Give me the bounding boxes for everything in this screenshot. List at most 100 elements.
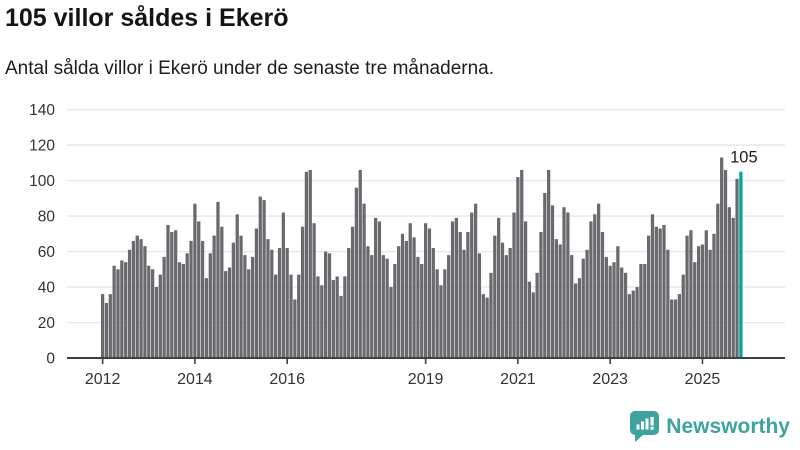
bar [616, 246, 620, 358]
bar [481, 294, 485, 358]
bar [131, 240, 136, 358]
bar [224, 271, 228, 358]
bar [408, 223, 412, 358]
bar [439, 285, 443, 358]
bar [247, 269, 251, 358]
bar [716, 203, 720, 358]
bar [400, 233, 405, 358]
bar [531, 292, 535, 358]
bar [316, 276, 320, 358]
bar [204, 278, 209, 358]
bar [308, 169, 312, 358]
bar [646, 235, 651, 358]
bar [689, 230, 693, 358]
y-axis-tick-label: 120 [29, 138, 55, 155]
bar [300, 226, 305, 358]
bar [462, 249, 466, 358]
bar [735, 178, 739, 358]
bar [143, 246, 147, 358]
y-axis-tick-label: 140 [29, 102, 55, 119]
bar [489, 272, 493, 358]
bar [404, 240, 408, 358]
bar [270, 249, 274, 358]
bar [258, 196, 262, 358]
bar [324, 251, 328, 358]
bar [543, 193, 547, 358]
y-axis-tick-label: 100 [29, 173, 55, 190]
bar [600, 232, 605, 358]
bar [731, 217, 735, 358]
bar [681, 274, 685, 358]
bar [243, 255, 247, 358]
bar [720, 157, 724, 358]
bar [197, 221, 201, 358]
bar [347, 248, 351, 358]
bar [297, 274, 301, 358]
bar [427, 228, 432, 358]
y-axis-tick-label: 80 [38, 209, 56, 226]
bar [550, 205, 555, 358]
bar [285, 248, 289, 358]
bar [185, 253, 189, 358]
bar [162, 256, 166, 358]
bar [627, 294, 632, 358]
bar [193, 203, 197, 358]
bar [450, 221, 455, 358]
bar [281, 212, 285, 358]
bar [573, 283, 578, 358]
bar [147, 265, 151, 358]
bar [700, 244, 705, 358]
newsworthy-icon [630, 411, 660, 442]
bar [670, 299, 674, 358]
bar [727, 207, 731, 358]
bar [666, 249, 670, 358]
bar [547, 169, 551, 358]
bar [658, 228, 662, 358]
bar [458, 232, 462, 358]
bar [585, 249, 589, 358]
y-axis-tick-label: 0 [46, 351, 55, 368]
bar [339, 295, 343, 358]
bar [512, 212, 516, 358]
bar [577, 278, 582, 358]
bar [608, 265, 612, 358]
bar [662, 224, 666, 358]
bar [177, 262, 182, 358]
bar [174, 230, 178, 358]
bar [597, 203, 601, 358]
bar [366, 246, 370, 358]
bar [116, 269, 120, 358]
bar [493, 235, 497, 358]
bar [454, 217, 458, 358]
x-axis-tick-label: 2021 [500, 371, 536, 388]
bar [562, 207, 566, 358]
bar [208, 253, 212, 358]
bar [189, 240, 193, 358]
bar [704, 230, 708, 358]
bar [435, 269, 439, 358]
bar [170, 232, 174, 358]
bar [566, 212, 570, 358]
x-axis-tick-label: 2023 [592, 371, 628, 388]
bar [327, 253, 332, 358]
bar [535, 272, 539, 358]
bar [266, 239, 270, 358]
bar [154, 287, 159, 358]
bar [527, 281, 532, 358]
newsworthy-logo: Newsworthy [630, 411, 790, 442]
bar [631, 290, 635, 358]
bar [358, 169, 362, 358]
bar [447, 255, 451, 358]
bar [581, 258, 585, 358]
chart-subtitle: Antal sålda villor i Ekerö under de sena… [5, 58, 494, 79]
x-axis-tick-label: 2019 [408, 371, 444, 388]
bar [304, 171, 309, 358]
x-axis-tick-label: 2012 [85, 371, 121, 388]
bar [604, 256, 608, 358]
bar [124, 262, 128, 358]
bar [139, 239, 143, 358]
bar [108, 294, 112, 358]
bar [354, 187, 359, 358]
bar [589, 221, 593, 358]
bar [227, 267, 232, 358]
